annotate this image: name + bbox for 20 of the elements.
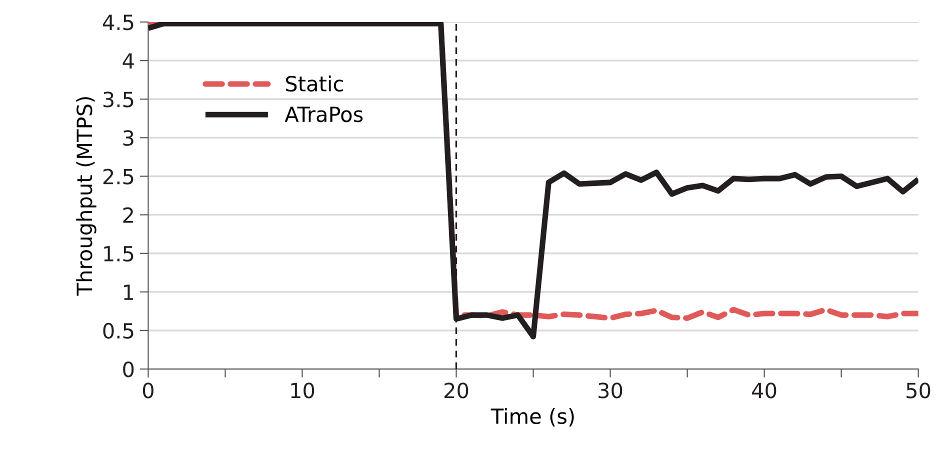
- y-tick-label: 2: [123, 207, 133, 223]
- y-tick-label: 4.5: [102, 14, 134, 30]
- y-tick-label: 1.5: [104, 246, 134, 262]
- x-tick-label: 40: [752, 382, 776, 398]
- legend-label: ATraPos: [284, 106, 363, 122]
- y-tick-label: 2.5: [103, 168, 134, 184]
- y-tick-label: 1: [124, 284, 134, 300]
- x-tick-label: 30: [598, 382, 622, 398]
- y-tick-label: 3.5: [103, 92, 134, 108]
- x-tick-label: 0: [142, 382, 154, 398]
- y-tick-label: 0.5: [103, 322, 134, 339]
- y-tick-label: 4: [122, 53, 134, 69]
- x-tick-label: 10: [291, 382, 314, 398]
- x-tick-label: 20: [444, 382, 468, 398]
- y-axis-title: Throughput (MTPS): [76, 97, 96, 296]
- x-tick-label: 50: [906, 382, 930, 398]
- legend-label: Static: [286, 75, 343, 92]
- y-tick-label: 3: [123, 130, 134, 146]
- x-axis-title: Time (s): [490, 408, 574, 427]
- y-tick-label: 0: [123, 361, 134, 378]
